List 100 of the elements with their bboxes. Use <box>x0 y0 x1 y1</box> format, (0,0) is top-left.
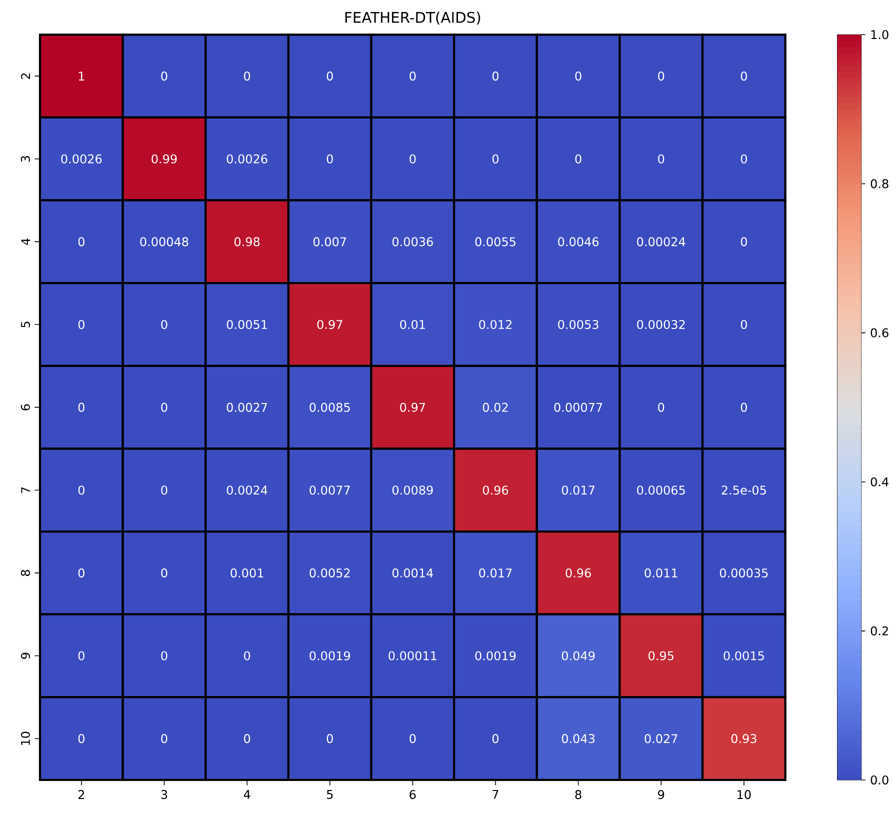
data-label: 0 <box>658 72 664 81</box>
data-label: 0.0051 <box>226 320 267 330</box>
data-label: 0.0015 <box>724 651 764 660</box>
color-bar-label: 0.8 <box>870 179 888 188</box>
data-label: 0.01 <box>400 320 425 330</box>
data-label: 0.0026 <box>226 154 268 164</box>
color-bar-label: 0.4 <box>870 477 888 486</box>
data-label: 0.00011 <box>388 651 436 660</box>
data-label: 0.0055 <box>475 237 516 246</box>
y-tick-label: 4 <box>21 238 30 245</box>
y-tick-label: 2 <box>21 73 30 80</box>
data-label: 0 <box>740 154 747 164</box>
data-label: 0 <box>740 237 747 246</box>
color-bar-label: 0.2 <box>870 626 888 636</box>
data-label: 0 <box>78 734 84 744</box>
data-label: 0 <box>492 72 499 81</box>
x-tick-label: 4 <box>244 790 250 799</box>
data-label: 0.98 <box>234 237 260 246</box>
chart-title: FEATHER-DT(AIDS) <box>345 12 480 25</box>
data-label: 0 <box>575 154 582 164</box>
data-label: 0 <box>410 154 416 164</box>
data-label: 0.00032 <box>637 320 685 330</box>
data-label: 0 <box>244 72 250 81</box>
data-label: 0 <box>161 651 168 660</box>
data-label: 0.017 <box>479 568 512 578</box>
data-label: 0 <box>78 651 84 660</box>
x-tick-label: 5 <box>326 790 333 799</box>
data-label: 0 <box>326 72 333 81</box>
data-label: 0 <box>492 734 499 744</box>
data-label: 0 <box>161 568 168 578</box>
data-label: 0 <box>161 402 168 412</box>
data-label: 0 <box>244 734 250 744</box>
data-label: 0 <box>161 320 168 330</box>
data-label: 0.049 <box>562 651 595 660</box>
data-label: 0.97 <box>317 320 342 330</box>
data-label: 0.95 <box>648 651 674 660</box>
data-label: 0.00077 <box>554 402 602 412</box>
data-label: 0.99 <box>152 154 177 164</box>
x-tick-label: 3 <box>161 790 168 800</box>
data-label: 0.0014 <box>392 568 433 578</box>
data-label: 0 <box>78 486 84 495</box>
color-bar-label: 0.0 <box>870 775 888 785</box>
data-label: 0.93 <box>731 734 756 744</box>
data-label: 0.017 <box>562 486 594 495</box>
data-label: 0.97 <box>400 402 425 412</box>
data-label: 0.001 <box>230 568 264 578</box>
data-label: 0 <box>740 402 747 412</box>
data-label: 0.0053 <box>558 320 598 330</box>
data-label: 0 <box>740 320 747 330</box>
data-label: 0 <box>492 154 499 164</box>
y-tick-label: 7 <box>21 487 30 493</box>
data-label: 0.0027 <box>226 402 267 412</box>
x-tick-label: 8 <box>575 790 582 800</box>
data-label: 1 <box>78 72 84 80</box>
x-tick-label: 6 <box>410 790 416 800</box>
x-tick-label: 7 <box>492 790 498 799</box>
data-label: 0 <box>658 402 664 412</box>
y-tick-label: 3 <box>20 156 30 162</box>
data-label: 0.0036 <box>392 237 433 246</box>
data-label: 0 <box>410 72 416 81</box>
data-label: 0.00035 <box>720 568 768 578</box>
y-tick-label: 10 <box>20 732 30 745</box>
data-label: 0 <box>161 486 168 495</box>
data-label: 0.0089 <box>392 486 433 495</box>
data-label: 0.02 <box>482 402 508 412</box>
data-label: 0 <box>740 72 747 81</box>
data-label: 0 <box>78 320 84 330</box>
y-tick-label: 5 <box>21 322 30 328</box>
data-label: 0 <box>78 402 84 412</box>
y-tick-label: 8 <box>20 570 30 576</box>
data-label: 0.0085 <box>310 402 350 412</box>
data-label: 2.5e-05 <box>722 486 766 495</box>
data-label: 0.00048 <box>140 237 188 246</box>
y-tick-label: 6 <box>20 404 30 410</box>
x-tick-label: 10 <box>738 790 751 800</box>
data-label: 0.0077 <box>310 486 350 495</box>
data-label: 0.96 <box>566 568 591 578</box>
data-label: 0 <box>326 154 333 164</box>
data-label: 0.0019 <box>310 651 350 660</box>
data-label: 0 <box>326 734 333 744</box>
data-label: 0.00065 <box>637 486 685 495</box>
data-label: 0 <box>161 734 168 744</box>
data-label: 0.96 <box>482 486 508 495</box>
x-tick-label: 2 <box>78 790 84 799</box>
data-label: 0.00024 <box>637 237 686 246</box>
x-tick-label: 9 <box>658 790 664 800</box>
data-label: 0.0046 <box>558 237 599 246</box>
data-label: 0.011 <box>644 568 678 578</box>
data-label: 0.0024 <box>226 486 268 495</box>
color-bar-label: 1.0 <box>871 30 888 40</box>
color-bar-label: 0.6 <box>870 328 888 338</box>
data-label: 0.043 <box>562 734 595 744</box>
data-label: 0.0019 <box>475 651 516 660</box>
data-label: 0.007 <box>313 237 346 246</box>
y-tick-label: 9 <box>20 652 30 659</box>
data-label: 0 <box>78 237 84 246</box>
data-label: 0.027 <box>644 734 678 744</box>
data-label: 0.0026 <box>61 154 102 164</box>
data-label: 0.0052 <box>310 568 350 578</box>
data-label: 0 <box>161 72 168 81</box>
